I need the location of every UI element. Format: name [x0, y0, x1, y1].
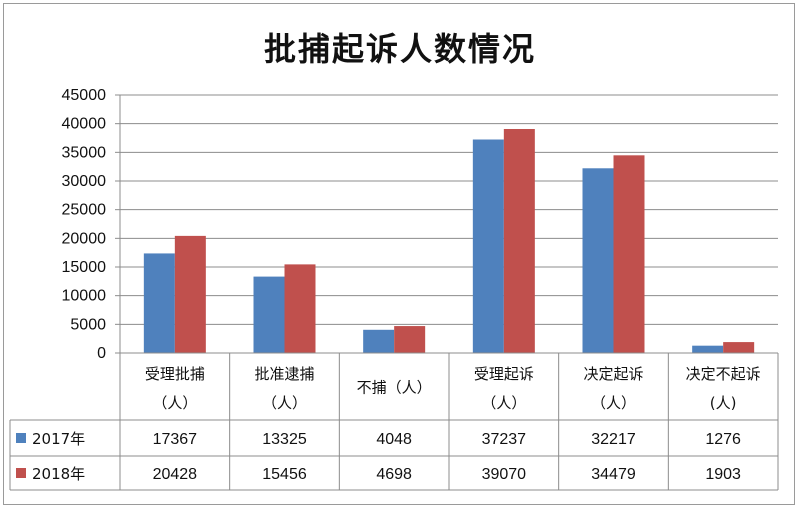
y-tick-label: 45000: [62, 87, 107, 104]
bar-1-3: [363, 329, 395, 353]
data-table-value: 20428: [153, 466, 198, 483]
category-label: （人）: [152, 394, 197, 412]
bar-1-4: [472, 139, 504, 353]
data-table-value: 1276: [705, 431, 741, 448]
bar-1-2: [253, 276, 285, 353]
data-table-value: 39070: [482, 466, 527, 483]
category-label: 决定不起诉: [686, 365, 761, 383]
y-tick-label: 30000: [62, 173, 107, 190]
y-tick-label: 35000: [62, 144, 107, 161]
y-tick-label: 40000: [62, 116, 107, 133]
data-table-value: 32217: [591, 431, 636, 448]
bar-2-2: [284, 264, 316, 353]
bar-2-3: [394, 326, 426, 353]
chart-frame: [3, 3, 795, 505]
legend-key-1: [16, 433, 26, 443]
category-label: 不捕（人）: [357, 379, 432, 397]
bar-2-1: [174, 235, 206, 353]
legend-key-2: [16, 468, 26, 478]
category-label: (人): [710, 394, 737, 412]
bar-2-4: [503, 128, 535, 353]
category-label: （人）: [481, 394, 526, 412]
category-label: 决定起诉: [583, 365, 643, 383]
y-tick-label: 25000: [62, 202, 107, 219]
data-table-value: 1903: [705, 466, 741, 483]
legend-label: 2018年: [32, 465, 85, 483]
data-table-value: 37237: [482, 431, 527, 448]
category-label: 批准逮捕: [254, 365, 314, 383]
y-tick-label: 15000: [62, 259, 107, 276]
data-table-value: 34479: [591, 466, 636, 483]
legend-label: 2017年: [32, 430, 85, 448]
bar-1-1: [143, 253, 175, 353]
y-tick-label: 10000: [62, 288, 107, 305]
bar-2-5: [613, 155, 645, 353]
data-table-value: 13325: [262, 431, 307, 448]
data-table-value: 17367: [153, 431, 198, 448]
category-label: 受理批捕: [145, 365, 205, 383]
y-tick-label: 20000: [62, 230, 107, 247]
y-tick-label: 5000: [70, 316, 106, 333]
data-table-value: 4698: [376, 466, 412, 483]
data-table-value: 15456: [262, 466, 307, 483]
y-tick-label: 0: [97, 345, 106, 362]
bar-1-5: [582, 168, 614, 353]
chart-title: 批捕起诉人数情况: [263, 30, 536, 68]
category-label: （人）: [262, 394, 307, 412]
category-label: 受理起诉: [474, 365, 534, 383]
bar-2-6: [723, 342, 755, 353]
category-label: （人）: [591, 394, 636, 412]
data-table-value: 4048: [376, 431, 412, 448]
bar-1-6: [692, 345, 724, 353]
